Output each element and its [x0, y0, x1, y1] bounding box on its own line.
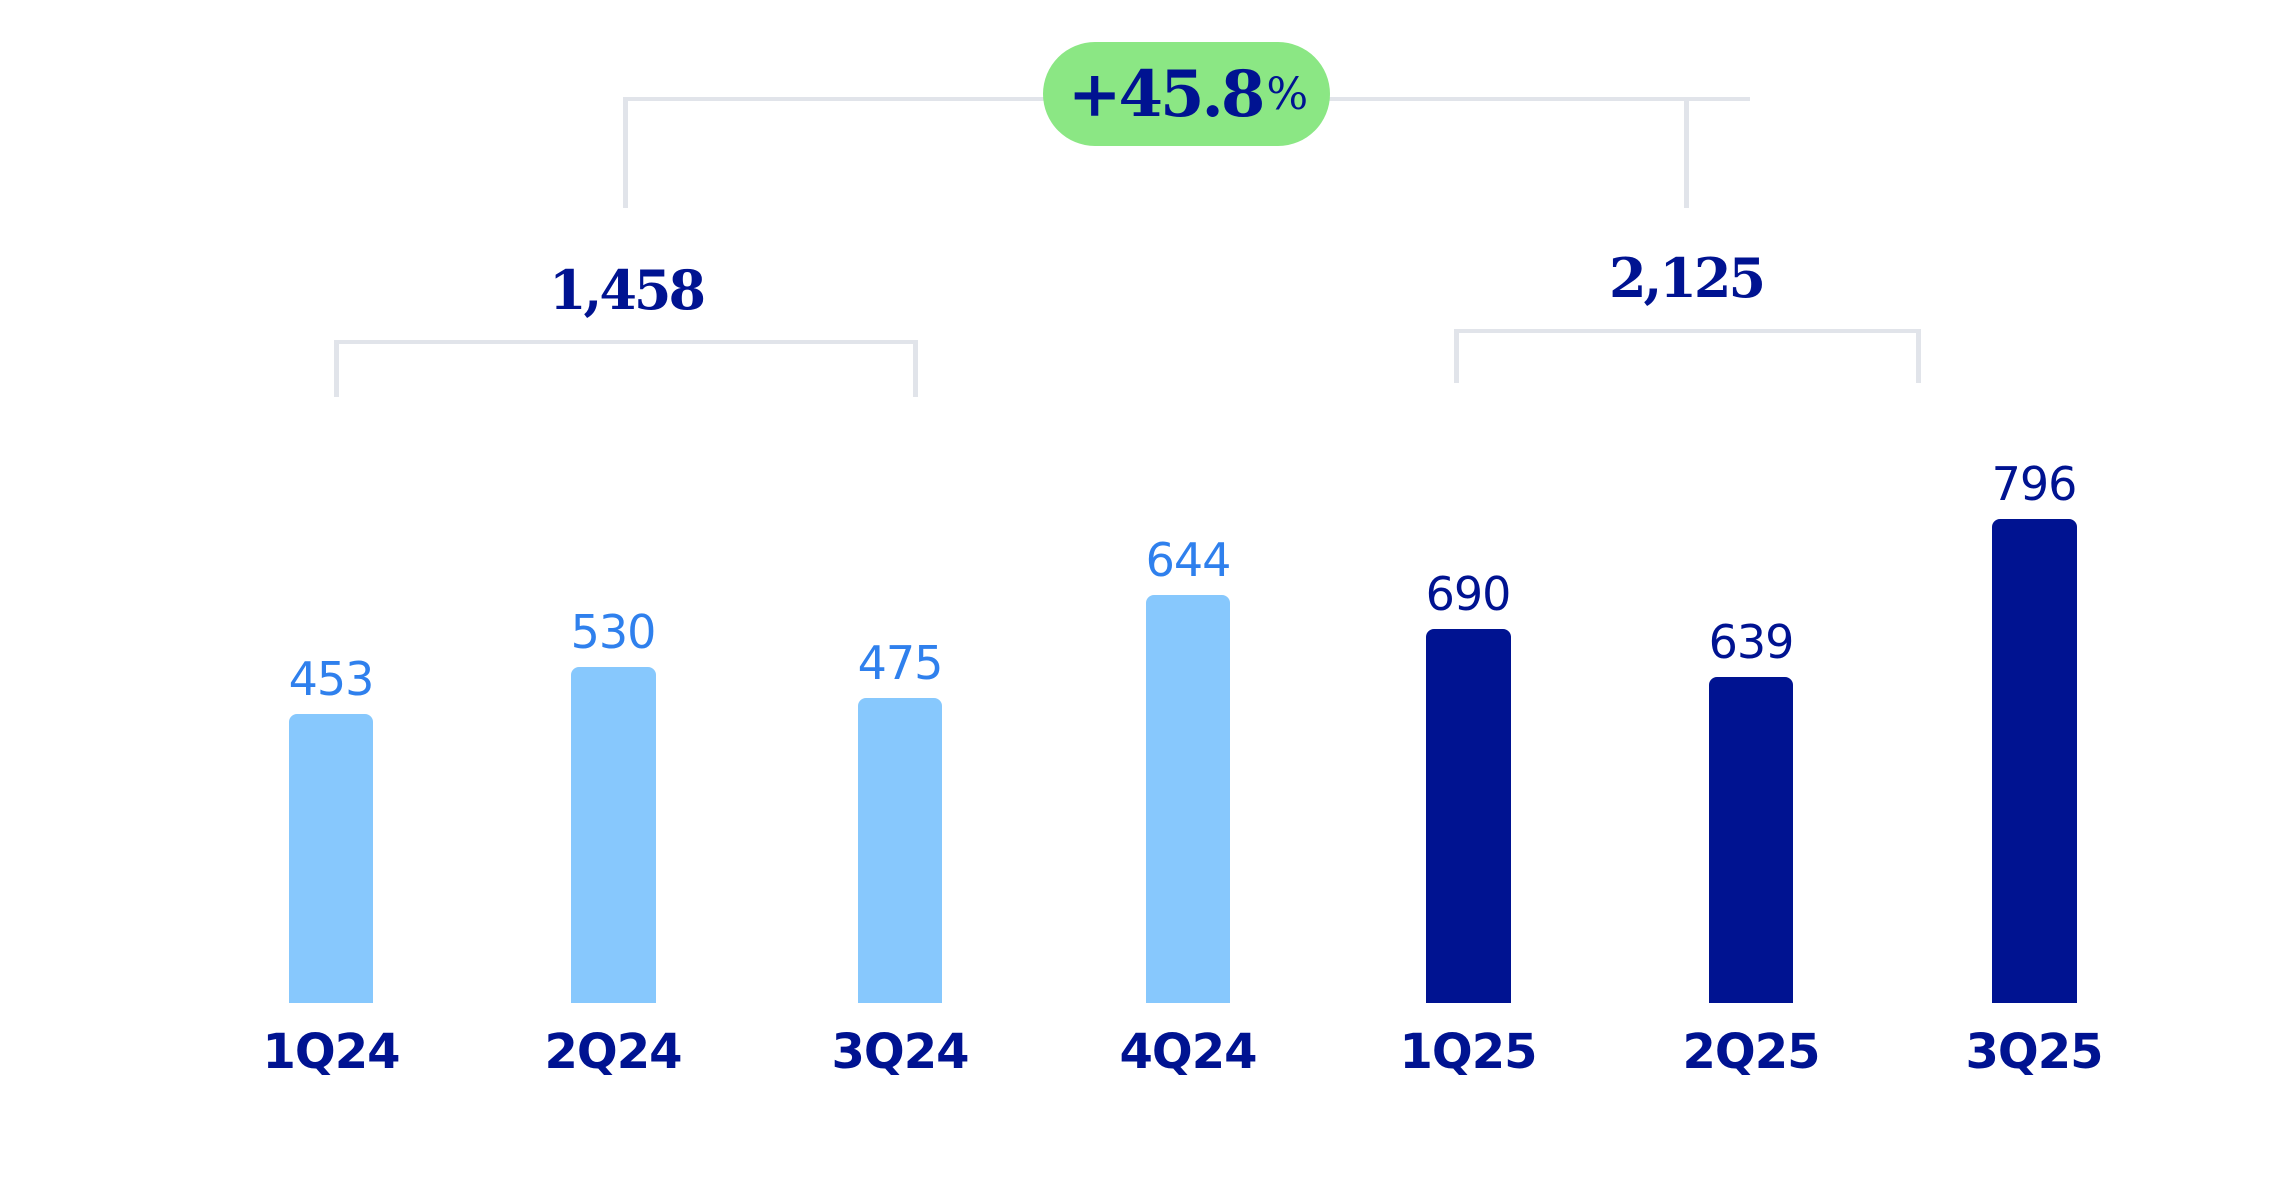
category-label-2q25: 2Q25 [1682, 1024, 1821, 1080]
value-label-2q25: 639 [1708, 615, 1795, 669]
growth-percent-sign: % [1266, 68, 1308, 120]
category-label-3q24: 3Q24 [831, 1024, 970, 1080]
value-label-3q25: 796 [1991, 457, 2078, 511]
growth-badge: +45.8% [1043, 42, 1330, 146]
growth-value: +45.8 [1067, 56, 1265, 132]
value-label-1q24: 453 [288, 652, 375, 706]
bar-3q24 [858, 698, 942, 1003]
bracket-2025-right-leg [1916, 329, 1921, 383]
growth-bracket-left-leg [623, 97, 628, 208]
bar-2q25 [1709, 677, 1793, 1003]
bracket-2025-left-leg [1454, 329, 1459, 383]
bracket-2025-top [1454, 329, 1921, 333]
bracket-2024-right-leg [913, 340, 918, 397]
total-2024-label: 1,458 [548, 258, 706, 322]
value-label-2q24: 530 [570, 605, 657, 659]
bar-4q24 [1146, 595, 1230, 1003]
total-2025-label: 2,125 [1608, 246, 1766, 310]
bar-1q24 [289, 714, 373, 1003]
bracket-2024-top [334, 340, 918, 344]
category-label-2q24: 2Q24 [544, 1024, 683, 1080]
growth-bracket-right-leg [1684, 97, 1689, 208]
value-label-4q24: 644 [1145, 533, 1232, 587]
category-label-1q24: 1Q24 [262, 1024, 401, 1080]
value-label-3q24: 475 [857, 636, 944, 690]
category-label-3q25: 3Q25 [1965, 1024, 2104, 1080]
category-label-1q25: 1Q25 [1399, 1024, 1538, 1080]
bar-1q25 [1426, 629, 1511, 1003]
bracket-2024-left-leg [334, 340, 339, 397]
value-label-1q25: 690 [1425, 567, 1512, 621]
bar-2q24 [571, 667, 656, 1003]
category-label-4q24: 4Q24 [1119, 1024, 1258, 1080]
bar-3q25 [1992, 519, 2077, 1003]
